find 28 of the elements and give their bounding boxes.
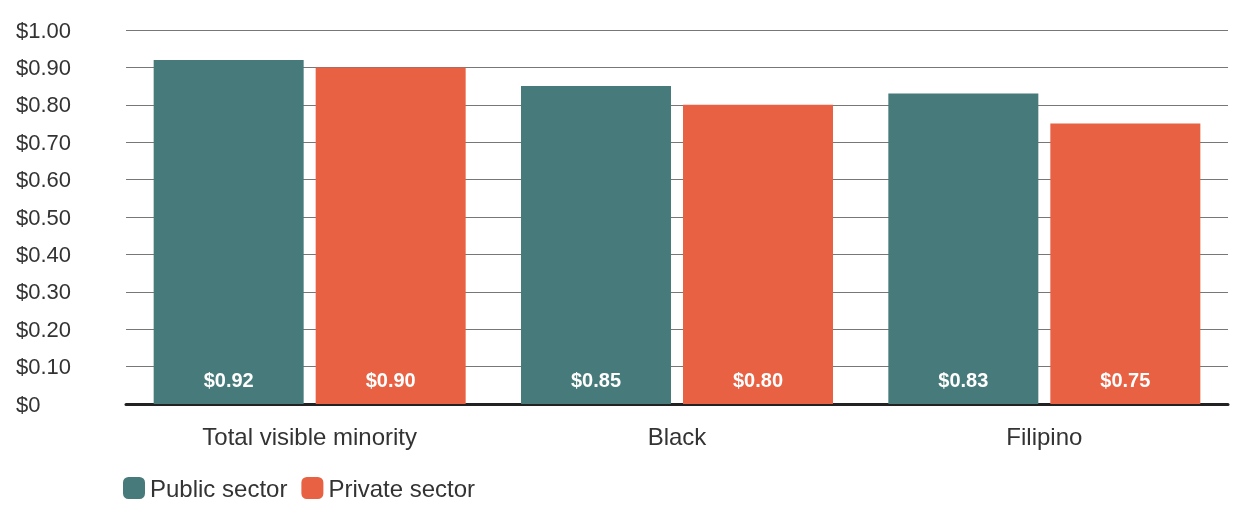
y-tick-label: $0.80	[16, 92, 72, 118]
bar	[153, 59, 304, 404]
legend-label: Public sector	[150, 474, 288, 502]
x-tick-label: Black	[647, 422, 708, 450]
bar	[888, 93, 1039, 404]
data-label: $0.92	[203, 369, 254, 391]
bar	[683, 104, 833, 404]
y-tick-label: $1.00	[16, 17, 72, 43]
data-label: $0.90	[365, 369, 416, 391]
data-label: $0.83	[938, 369, 989, 391]
bar	[315, 67, 466, 404]
y-tick-label: $0.60	[16, 167, 72, 193]
data-label: $0.80	[732, 369, 784, 391]
y-tick-label: $0.70	[16, 129, 72, 155]
bar	[521, 86, 671, 404]
y-tick-label: $0	[16, 391, 41, 417]
bar	[1050, 123, 1201, 404]
y-tick-label: $0.50	[16, 204, 72, 230]
y-tick-label: $0.20	[16, 316, 72, 342]
x-tick-label: Total visible minority	[202, 422, 418, 450]
y-tick-label: $0.30	[16, 279, 72, 305]
y-tick-label: $0.10	[16, 354, 72, 380]
x-tick-label: Filipino	[1006, 422, 1083, 450]
data-label: $0.75	[1100, 369, 1151, 391]
y-tick-label: $0.90	[16, 54, 72, 80]
legend-label: Private sector	[328, 474, 476, 502]
data-label: $0.85	[570, 369, 622, 391]
y-tick-label: $0.40	[16, 241, 72, 267]
